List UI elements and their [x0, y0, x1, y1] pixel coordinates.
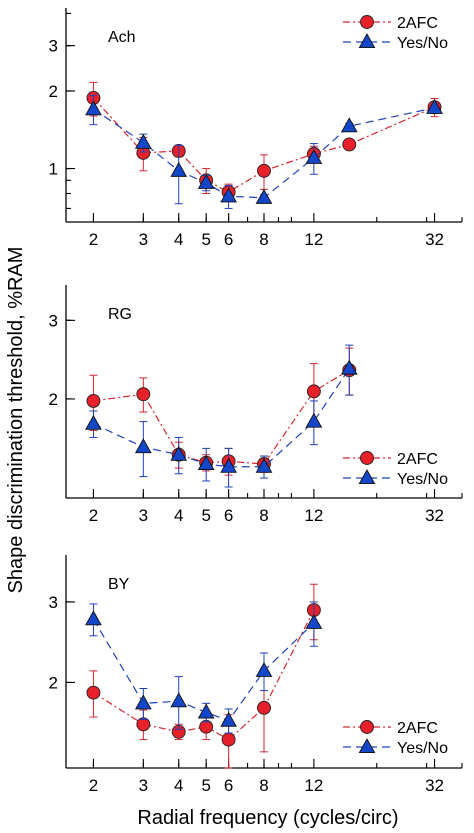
- data-point-triangle: [170, 161, 188, 177]
- x-tick-label: 32: [425, 230, 444, 249]
- legend-label: Yes/No: [397, 740, 448, 757]
- y-tick-label: 3: [49, 311, 58, 330]
- x-tick-label: 12: [304, 506, 323, 525]
- legend-label: 2AFC: [397, 720, 438, 737]
- data-point-triangle: [170, 692, 188, 708]
- data-point-triangle: [134, 694, 152, 710]
- data-point-triangle: [340, 117, 358, 133]
- x-tick-label: 8: [259, 776, 268, 795]
- data-point-triangle: [134, 133, 152, 149]
- legend-label: 2AFC: [397, 451, 438, 468]
- data-point-triangle: [220, 187, 237, 203]
- data-point-triangle: [85, 414, 102, 430]
- legend-label: Yes/No: [397, 35, 448, 52]
- data-point-triangle: [426, 98, 443, 114]
- series-yes-no: [85, 601, 323, 734]
- series-yes-no: [85, 95, 443, 209]
- x-tick-label: 2: [89, 506, 98, 525]
- x-tick-label: 3: [139, 776, 148, 795]
- y-tick-label: 2: [49, 673, 58, 692]
- legend-label: 2AFC: [397, 15, 438, 32]
- data-point-triangle: [197, 173, 215, 189]
- data-point-circle: [257, 700, 271, 715]
- data-point-triangle: [197, 455, 215, 471]
- x-tick-label: 2: [89, 776, 98, 795]
- panel-label: BY: [108, 576, 130, 593]
- data-point-triangle: [305, 148, 323, 164]
- y-tick-label: 2: [49, 82, 58, 101]
- data-point-triangle: [220, 711, 237, 727]
- data-point-circle: [86, 393, 101, 408]
- data-point-triangle: [85, 610, 102, 626]
- data-point-triangle: [197, 703, 215, 719]
- legend-label: Yes/No: [397, 471, 448, 488]
- data-point-circle: [86, 685, 101, 700]
- y-tick-label: 1: [49, 160, 58, 179]
- series-2afc: [86, 347, 357, 476]
- x-tick-label: 12: [304, 230, 323, 249]
- legend: 2AFC Yes/No: [343, 720, 448, 757]
- x-tick-label: 8: [259, 506, 268, 525]
- data-point-triangle: [305, 412, 323, 428]
- data-point-triangle: [255, 661, 273, 677]
- x-tick-label: 3: [139, 506, 148, 525]
- x-tick-label: 8: [259, 230, 268, 249]
- data-point-triangle: [85, 100, 102, 116]
- x-tick-label: 5: [201, 230, 210, 249]
- data-point-circle: [136, 387, 151, 402]
- x-tick-label: 4: [174, 230, 183, 249]
- x-tick-label: 6: [224, 230, 233, 249]
- x-tick-label: 5: [201, 506, 210, 525]
- x-tick-label: 5: [201, 776, 210, 795]
- panel-label: RG: [108, 306, 132, 323]
- data-point-circle: [342, 137, 357, 152]
- y-tick-label: 3: [49, 37, 58, 56]
- series-2afc: [86, 583, 321, 769]
- legend: 2AFC Yes/No: [343, 451, 448, 488]
- legend-marker-circle: [360, 720, 374, 734]
- legend-marker-triangle: [358, 469, 376, 485]
- data-point-triangle: [220, 457, 237, 473]
- legend: 2AFC Yes/No: [343, 15, 448, 52]
- x-tick-label: 2: [89, 230, 98, 249]
- x-axis-title: Radial frequency (cycles/circ): [137, 807, 398, 829]
- series-yes-no: [85, 344, 358, 488]
- data-point-triangle: [340, 359, 358, 375]
- data-point-triangle: [255, 188, 273, 204]
- x-tick-label: 32: [425, 776, 444, 795]
- data-point-triangle: [255, 457, 273, 473]
- legend-marker-circle: [360, 451, 374, 465]
- legend-marker-triangle: [358, 738, 376, 754]
- x-tick-label: 3: [139, 230, 148, 249]
- x-tick-label: 6: [224, 776, 233, 795]
- data-point-triangle: [170, 445, 188, 461]
- data-point-triangle: [134, 438, 152, 454]
- x-tick-label: 4: [174, 506, 183, 525]
- series-line: [92, 618, 315, 722]
- data-point-circle: [221, 732, 236, 747]
- y-tick-label: 3: [49, 593, 58, 612]
- series-line: [93, 369, 350, 465]
- x-tick-label: 4: [174, 776, 183, 795]
- y-axis-title: Shape discrimination threshold, %RAM: [5, 247, 27, 594]
- legend-marker-triangle: [358, 33, 376, 49]
- x-tick-label: 32: [425, 506, 444, 525]
- y-tick-label: 2: [49, 390, 58, 409]
- x-tick-label: 6: [224, 506, 233, 525]
- data-point-circle: [257, 163, 271, 178]
- x-tick-label: 12: [304, 776, 323, 795]
- data-point-circle: [306, 384, 321, 399]
- legend-marker-circle: [360, 15, 374, 29]
- data-point-triangle: [305, 613, 323, 629]
- series-line: [93, 368, 350, 468]
- panel-label: Ach: [108, 29, 136, 46]
- series-line: [93, 609, 315, 741]
